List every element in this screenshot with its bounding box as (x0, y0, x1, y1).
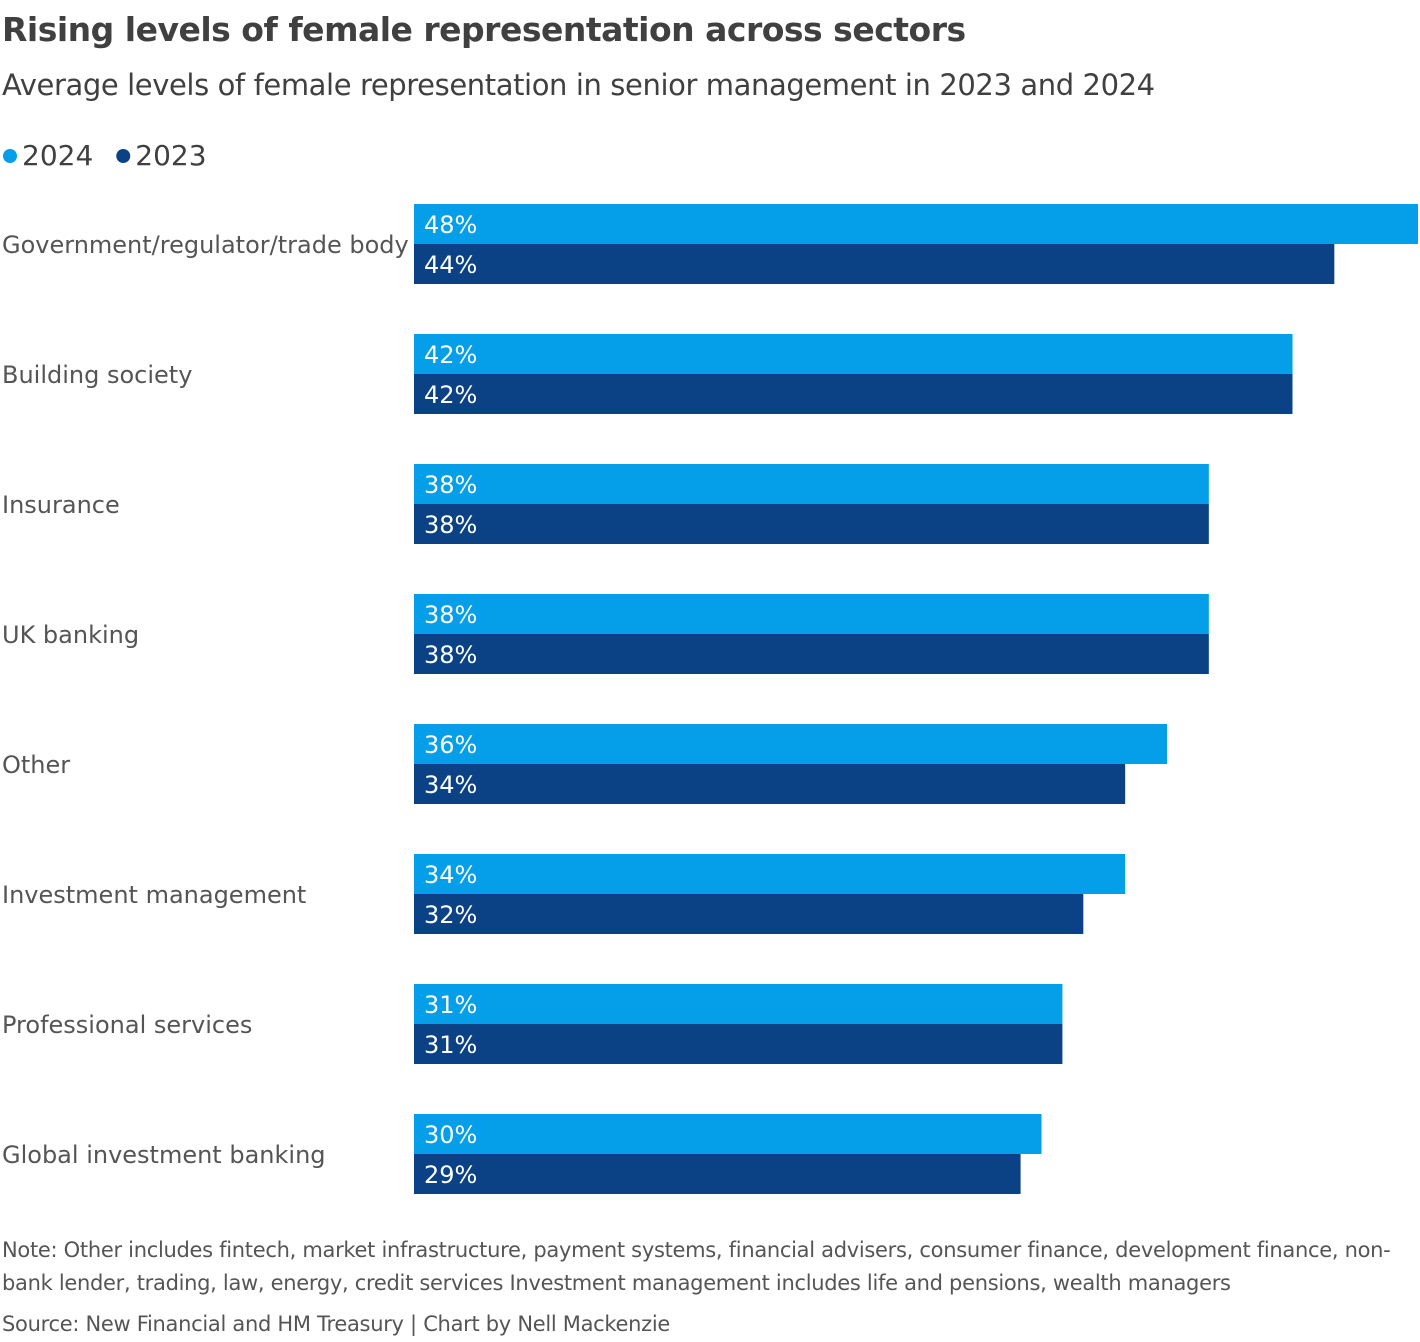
value-label: 31% (424, 991, 477, 1019)
chart-subtitle: Average levels of female representation … (2, 68, 1155, 102)
bar (414, 724, 1167, 764)
bar (414, 634, 1209, 674)
legend-swatch (116, 149, 131, 163)
category-label: Professional services (2, 1011, 252, 1039)
category-label: Building society (2, 361, 192, 389)
bar (414, 244, 1335, 284)
legend-swatch (3, 149, 17, 163)
value-label: 36% (424, 731, 477, 759)
value-label: 38% (424, 601, 477, 629)
category-label: UK banking (2, 621, 139, 649)
legend-label: 2024 (22, 139, 93, 172)
bar (414, 594, 1209, 634)
bar (414, 764, 1126, 804)
note: Note: Other includes fintech, market inf… (2, 1238, 1391, 1295)
source: Source: New Financial and HM Treasury | … (2, 1312, 671, 1336)
value-label: 32% (424, 901, 477, 929)
value-label: 29% (424, 1161, 477, 1189)
category-label: Investment management (2, 881, 306, 909)
bar (414, 504, 1209, 544)
category-label: Insurance (2, 491, 120, 519)
bar (414, 334, 1293, 374)
value-label: 42% (424, 341, 477, 369)
value-label: 38% (424, 471, 477, 499)
bar (414, 1114, 1042, 1154)
value-label: 44% (424, 251, 477, 279)
value-label: 48% (424, 211, 477, 239)
value-label: 38% (424, 511, 477, 539)
value-label: 38% (424, 641, 477, 669)
value-label: 34% (424, 771, 477, 799)
value-label: 34% (424, 861, 477, 889)
chart: 2024 2023 Government/regulator/trade body 4… (2, 139, 1418, 1194)
legend-label: 2023 (135, 139, 206, 172)
bar (414, 374, 1293, 414)
chart-title: Rising levels of female representation a… (2, 10, 966, 49)
bar (414, 854, 1126, 894)
value-label: 42% (424, 381, 477, 409)
bar (414, 984, 1063, 1024)
category-label: Global investment banking (2, 1141, 326, 1169)
bar (414, 1024, 1063, 1064)
category-label: Government/regulator/trade body (2, 231, 409, 259)
bar (414, 204, 1418, 244)
value-label: 30% (424, 1121, 477, 1149)
value-label: 31% (424, 1031, 477, 1059)
category-label: Other (2, 751, 70, 779)
bar (414, 1154, 1021, 1194)
bar (414, 464, 1209, 504)
bar (414, 894, 1084, 934)
